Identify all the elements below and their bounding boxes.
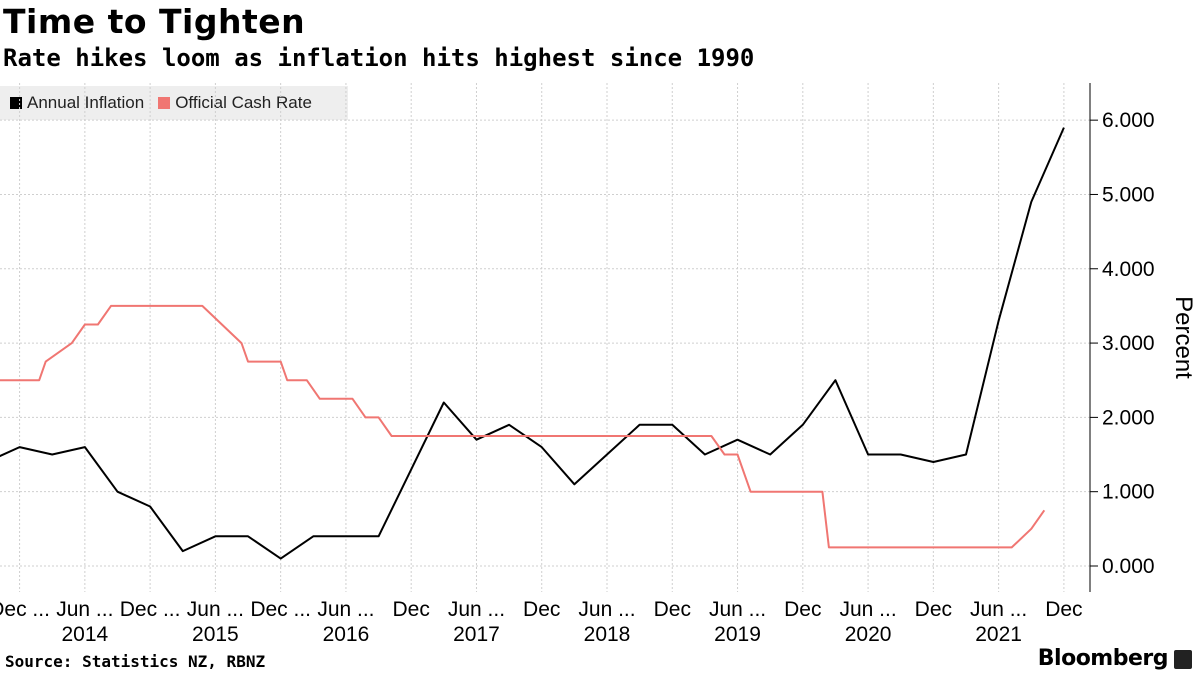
x-tick-label: Jun ... (317, 598, 374, 621)
x-year-label: 2016 (323, 623, 370, 646)
x-tick-label: Dec ... (120, 598, 181, 621)
x-tick-label: Dec (1045, 598, 1082, 621)
x-year-label: 2021 (975, 623, 1022, 646)
x-year-label: 2015 (192, 623, 239, 646)
y-tick-label: 5.000 (1102, 183, 1155, 206)
legend-swatch-inflation (10, 97, 22, 109)
bloomberg-mark-icon (1174, 650, 1192, 669)
x-tick-label: Jun ... (709, 598, 766, 621)
x-tick-label: Dec (523, 598, 560, 621)
x-tick-label: Jun ... (578, 598, 635, 621)
legend-label-inflation: Annual Inflation (27, 93, 145, 112)
x-tick-label: Jun ... (448, 598, 505, 621)
x-tick-label: Jun ... (56, 598, 113, 621)
y-tick-label: 1.000 (1102, 481, 1155, 504)
x-tick-label: Dec ... (250, 598, 311, 621)
x-year-label: 2020 (845, 623, 892, 646)
x-tick-label: Jun ... (187, 598, 244, 621)
y-axis-title: Percent (1170, 296, 1197, 379)
legend-label-ocr: Official Cash Rate (175, 93, 312, 112)
x-tick-label: Jun ... (970, 598, 1027, 621)
bloomberg-logo: Bloomberg (1037, 646, 1169, 671)
x-tick-label: Dec (784, 598, 821, 621)
chart-title: Time to Tighten (3, 2, 306, 41)
series-line-official-cash-rate (0, 304, 1046, 549)
x-tick-label: Dec ... (0, 598, 50, 621)
legend-item-ocr: Official Cash Rate (158, 93, 312, 113)
x-tick-label: Jun ... (839, 598, 896, 621)
source-note: Source: Statistics NZ, RBNZ (5, 652, 266, 671)
legend: Annual Inflation Official Cash Rate (0, 86, 348, 120)
y-tick-label: 6.000 (1102, 109, 1155, 132)
legend-item-inflation: Annual Inflation (10, 93, 144, 113)
x-tick-label: Dec (393, 598, 430, 621)
y-tick-label: 4.000 (1102, 258, 1155, 281)
y-tick-label: 0.000 (1102, 555, 1155, 578)
y-tick-label: 2.000 (1102, 406, 1155, 429)
y-tick-label: 3.000 (1102, 332, 1155, 355)
x-tick-label: Dec (654, 598, 691, 621)
chart-subtitle: Rate hikes loom as inflation hits highes… (3, 44, 755, 72)
x-tick-label: Dec (915, 598, 952, 621)
x-year-label: 2017 (453, 623, 500, 646)
x-year-label: 2019 (714, 623, 761, 646)
x-year-label: 2018 (584, 623, 631, 646)
x-year-label: 2014 (61, 623, 108, 646)
legend-swatch-ocr (158, 97, 171, 109)
